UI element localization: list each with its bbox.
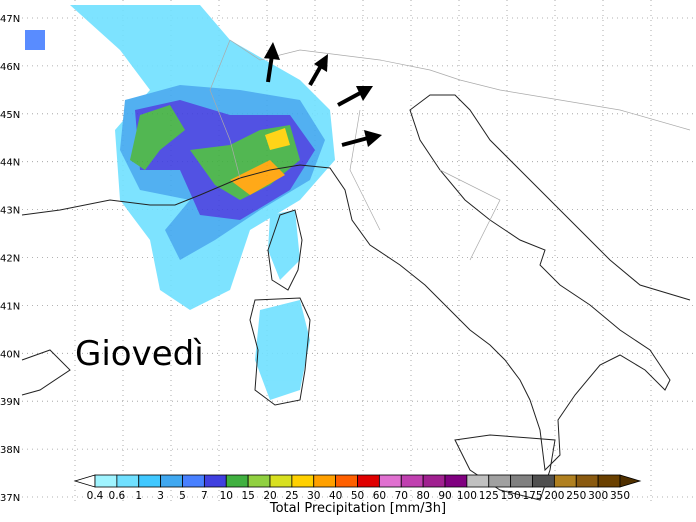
colorbar-box xyxy=(575,474,599,488)
lat-label: 38N xyxy=(0,445,20,456)
colorbar-box xyxy=(116,474,140,488)
colorbar-label: 175 xyxy=(522,490,542,502)
lat-label: 39N xyxy=(0,397,20,408)
colorbar-label: 200 xyxy=(544,490,564,502)
colorbar-label: 3 xyxy=(157,490,164,502)
colorbar-box xyxy=(597,474,621,488)
grid xyxy=(22,0,696,505)
lat-label: 43N xyxy=(0,206,20,217)
lat-label: 46N xyxy=(0,62,20,73)
lat-label: 41N xyxy=(0,301,20,312)
colorbar-box xyxy=(466,474,490,488)
colorbar-box xyxy=(138,474,162,488)
lat-label: 40N xyxy=(0,349,20,360)
colorbar: 0.4 0.6 1 3 5 7 10 15 20 25 30 40 50 60 70 80 90 100 125 15… xyxy=(73,474,642,502)
colorbar-label: 125 xyxy=(479,490,499,502)
spain-coast xyxy=(21,349,71,396)
colorbar-box xyxy=(182,474,205,488)
coastline xyxy=(21,94,691,472)
colorbar-label: 40 xyxy=(329,490,342,502)
lat-label: 45N xyxy=(0,110,20,121)
colorbar-box xyxy=(488,474,512,488)
colorbar-label: 50 xyxy=(351,490,364,502)
colorbar-end xyxy=(73,474,96,488)
colorbar-box xyxy=(225,474,249,488)
colorbar-end xyxy=(619,474,642,488)
colorbar-label: 100 xyxy=(457,490,477,502)
wind-arrows xyxy=(264,42,382,147)
colorbar-label: 60 xyxy=(373,490,386,502)
borders xyxy=(209,39,691,261)
colorbar-box xyxy=(378,474,402,488)
colorbar-label: 300 xyxy=(588,490,608,502)
colorbar-label: 1 xyxy=(135,490,142,502)
colorbar-label: 0.6 xyxy=(109,490,126,502)
day-annotation: Giovedì xyxy=(75,334,204,374)
sardinia xyxy=(249,297,311,406)
colorbar-box xyxy=(335,474,358,488)
colorbar-box xyxy=(291,474,315,488)
colorbar-box xyxy=(510,474,533,488)
colorbar-label: 20 xyxy=(263,490,276,502)
colorbar-box xyxy=(444,474,468,488)
colorbar-box xyxy=(357,474,380,488)
colorbar-box xyxy=(532,474,555,488)
colorbar-label: 150 xyxy=(501,490,521,502)
lat-label: 44N xyxy=(0,158,20,169)
colorbar-label: 90 xyxy=(438,490,451,502)
colorbar-label: 80 xyxy=(416,490,429,502)
colorbar-label: 0.4 xyxy=(87,490,104,502)
colorbar-label: 250 xyxy=(566,490,586,502)
colorbar-label: 15 xyxy=(241,490,254,502)
colorbar-label: 350 xyxy=(610,490,630,502)
colorbar-box xyxy=(269,474,293,488)
colorbar-label: 10 xyxy=(220,490,233,502)
colorbar-title: Total Precipitation [mm/3h] xyxy=(269,501,446,516)
colorbar-box xyxy=(247,474,271,488)
colorbar-box xyxy=(422,474,446,488)
colorbar-box xyxy=(313,474,337,488)
colorbar-box xyxy=(203,474,227,488)
colorbar-label: 5 xyxy=(179,490,186,502)
colorbar-box xyxy=(400,474,424,488)
colorbar-label: 7 xyxy=(201,490,208,502)
corsica xyxy=(267,209,303,291)
colorbar-box xyxy=(160,474,183,488)
colorbar-label: 70 xyxy=(395,490,408,502)
colorbar-label: 30 xyxy=(307,490,320,502)
lat-label: 37N xyxy=(0,493,20,504)
colorbar-box xyxy=(94,474,118,488)
colorbar-label: 25 xyxy=(285,490,298,502)
lat-label: 47N xyxy=(0,14,20,25)
latitude-labels: 47N 46N 45N 44N 43N 42N 41N 40N 39N 38N 37N xyxy=(0,14,20,504)
colorbar-box xyxy=(553,474,577,488)
lat-label: 42N xyxy=(0,254,20,265)
